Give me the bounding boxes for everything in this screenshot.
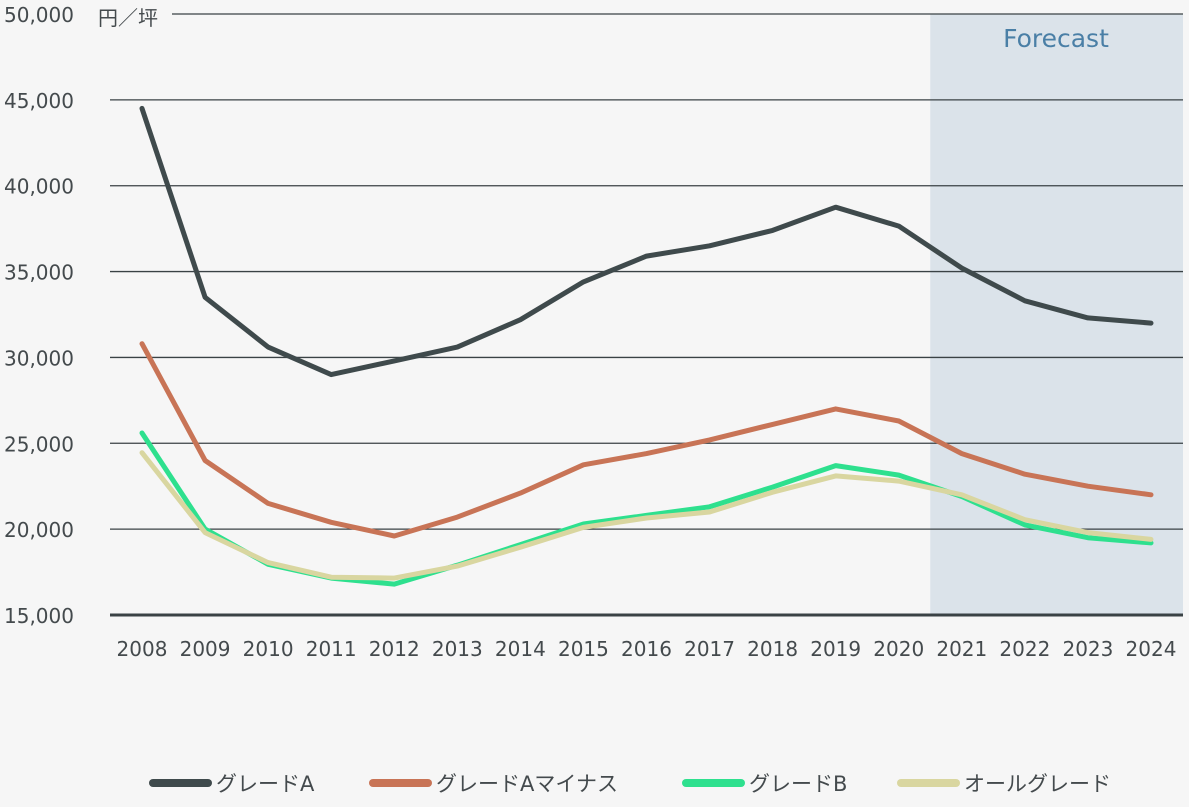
x-tick-label: 2012 <box>369 637 420 661</box>
y-unit-label: 円／坪 <box>98 6 158 30</box>
legend-label: グレードAマイナス <box>436 772 618 796</box>
series-line <box>139 341 1154 539</box>
x-tick-label: 2008 <box>117 637 168 661</box>
y-tick-label: 30,000 <box>4 346 74 370</box>
y-tick-label: 50,000 <box>4 3 74 27</box>
x-tick-label: 2011 <box>306 637 357 661</box>
x-tick-label: 2023 <box>1062 637 1113 661</box>
x-tick-label: 2015 <box>558 637 609 661</box>
x-tick-label: 2010 <box>243 637 294 661</box>
legend-label: グレードB <box>749 772 847 796</box>
legend-label: オールグレード <box>964 772 1111 796</box>
x-tick-label: 2013 <box>432 637 483 661</box>
x-tick-label: 2017 <box>684 637 735 661</box>
x-tick-label: 2020 <box>873 637 924 661</box>
y-tick-label: 35,000 <box>4 261 74 285</box>
x-tick-label: 2024 <box>1126 637 1177 661</box>
x-tick-label: 2014 <box>495 637 546 661</box>
series-line <box>139 450 1154 581</box>
y-tick-label: 25,000 <box>4 432 74 456</box>
forecast-region <box>930 14 1183 615</box>
series-line <box>139 105 1154 378</box>
forecast-label: Forecast <box>1003 24 1109 53</box>
x-tick-label: 2009 <box>180 637 231 661</box>
legend-label: グレードA <box>216 772 315 796</box>
y-tick-label: 45,000 <box>4 89 74 113</box>
x-tick-label: 2019 <box>810 637 861 661</box>
x-tick-label: 2022 <box>999 637 1050 661</box>
x-tick-label: 2016 <box>621 637 672 661</box>
y-tick-label: 40,000 <box>4 175 74 199</box>
x-tick-label: 2021 <box>936 637 987 661</box>
y-tick-label: 20,000 <box>4 518 74 542</box>
y-tick-label: 15,000 <box>4 604 74 628</box>
x-tick-label: 2018 <box>747 637 798 661</box>
